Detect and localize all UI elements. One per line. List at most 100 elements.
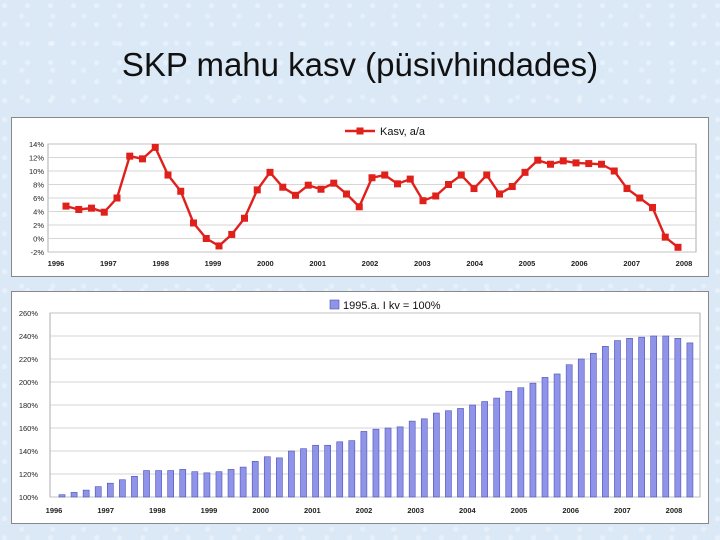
growth-data-point — [559, 157, 567, 165]
growth-data-point — [394, 180, 401, 188]
index-bar — [239, 466, 247, 498]
growth-data-point — [508, 183, 516, 191]
index-bar — [106, 482, 114, 498]
y-tick-label: 160% — [19, 424, 39, 433]
growth-data-point — [177, 187, 185, 195]
growth-data-point — [330, 179, 338, 187]
y-tick-label: 120% — [19, 470, 39, 479]
growth-data-point — [75, 205, 83, 213]
y-tick-label: 4% — [33, 208, 44, 217]
x-tick-label: 2002 — [356, 506, 373, 515]
legend-marker — [356, 127, 364, 135]
index-bar — [384, 427, 392, 498]
index-bar — [686, 342, 694, 498]
index-bar-chart: 100% 120% 140% 160% 180% 200% 220% 240% 260% 1996… — [19, 299, 701, 515]
x-tick-label: 2004 — [466, 259, 484, 268]
growth-data-point — [279, 183, 287, 191]
index-bar — [179, 469, 187, 498]
x-tick-label: 2001 — [304, 506, 321, 515]
growth-data-point — [470, 185, 478, 193]
index-bar — [638, 336, 645, 498]
index-bar — [553, 373, 561, 498]
index-bar — [577, 358, 585, 498]
growth-data-point — [113, 194, 121, 202]
x-tick-label: 1996 — [46, 506, 63, 515]
index-bar — [70, 492, 78, 498]
x-tick-label: 2006 — [571, 259, 588, 268]
growth-data-point — [100, 208, 108, 216]
legend-label: Kasv, a/a — [380, 126, 426, 138]
growth-data-point — [62, 202, 70, 210]
index-bar — [529, 382, 537, 498]
growth-data-point — [547, 160, 554, 168]
y-tick-label: 6% — [33, 194, 44, 203]
growth-data-point — [164, 171, 172, 179]
growth-data-point — [432, 192, 440, 200]
growth-data-point — [228, 230, 236, 238]
index-bar — [614, 340, 621, 498]
index-bar — [626, 337, 633, 498]
index-bar — [372, 428, 380, 498]
index-bar — [348, 440, 356, 498]
legend-marker — [329, 299, 340, 310]
growth-data-point — [649, 203, 656, 211]
index-bar — [82, 489, 90, 498]
growth-data-point — [496, 190, 503, 198]
index-bar — [251, 461, 259, 498]
x-tick-label: 2003 — [414, 259, 431, 268]
index-bar — [167, 470, 174, 498]
x-tick-label: 2002 — [362, 259, 379, 268]
x-tick-label: 2006 — [562, 506, 579, 515]
growth-data-point — [253, 186, 261, 194]
x-tick-label: 2008 — [666, 506, 683, 515]
growth-data-point — [445, 181, 452, 188]
index-bar — [408, 420, 416, 498]
y-tick-label: 240% — [19, 332, 39, 341]
index-bar — [336, 441, 344, 498]
index-bar — [481, 401, 488, 498]
growth-data-point — [355, 203, 363, 211]
y-tick-label: 220% — [19, 355, 39, 364]
x-tick-label: 1998 — [152, 259, 169, 268]
y-tick-label: 140% — [19, 447, 39, 456]
index-bar — [131, 476, 138, 498]
index-bar — [445, 410, 452, 498]
index-bar — [360, 431, 368, 498]
index-bar — [662, 335, 670, 498]
y-tick-label: 200% — [19, 378, 39, 387]
index-bar — [215, 471, 223, 498]
x-tick-label: 2007 — [614, 506, 631, 515]
growth-data-point — [572, 159, 580, 167]
x-tick-label: 2000 — [252, 506, 269, 515]
x-tick-label: 2001 — [309, 259, 326, 268]
growth-data-point — [241, 214, 248, 222]
growth-data-point — [304, 181, 312, 189]
index-bar — [469, 404, 476, 498]
growth-chart-frame: -2% 0% 2% 4% 6% 8% 10% 12% 14% 1996 1997 1998 1999 20… — [11, 117, 709, 277]
index-bar — [227, 469, 235, 498]
index-bar — [312, 444, 319, 498]
growth-data-point — [636, 194, 644, 202]
index-bar — [602, 346, 609, 498]
growth-data-point — [457, 171, 465, 179]
y-tick-label: 180% — [19, 401, 39, 410]
index-bar — [420, 418, 428, 498]
growth-data-point — [317, 185, 325, 193]
x-tick-label: 2008 — [676, 259, 693, 268]
x-tick-label: 2004 — [459, 506, 477, 515]
index-bar — [263, 456, 271, 498]
index-bar — [396, 426, 404, 498]
growth-data-point — [661, 233, 669, 241]
growth-data-point — [534, 156, 542, 164]
slide-title: SKP mahu kasv (püsivhindades) — [121, 46, 599, 83]
index-bar — [565, 364, 573, 498]
index-bar — [143, 470, 150, 498]
index-bar — [300, 448, 307, 498]
x-tick-label: 1999 — [205, 259, 222, 268]
growth-data-point — [623, 185, 631, 193]
x-tick-label: 1996 — [48, 259, 65, 268]
index-bar — [590, 352, 597, 498]
growth-data-point — [419, 197, 427, 205]
growth-data-point — [292, 191, 299, 199]
index-bar — [324, 444, 331, 498]
